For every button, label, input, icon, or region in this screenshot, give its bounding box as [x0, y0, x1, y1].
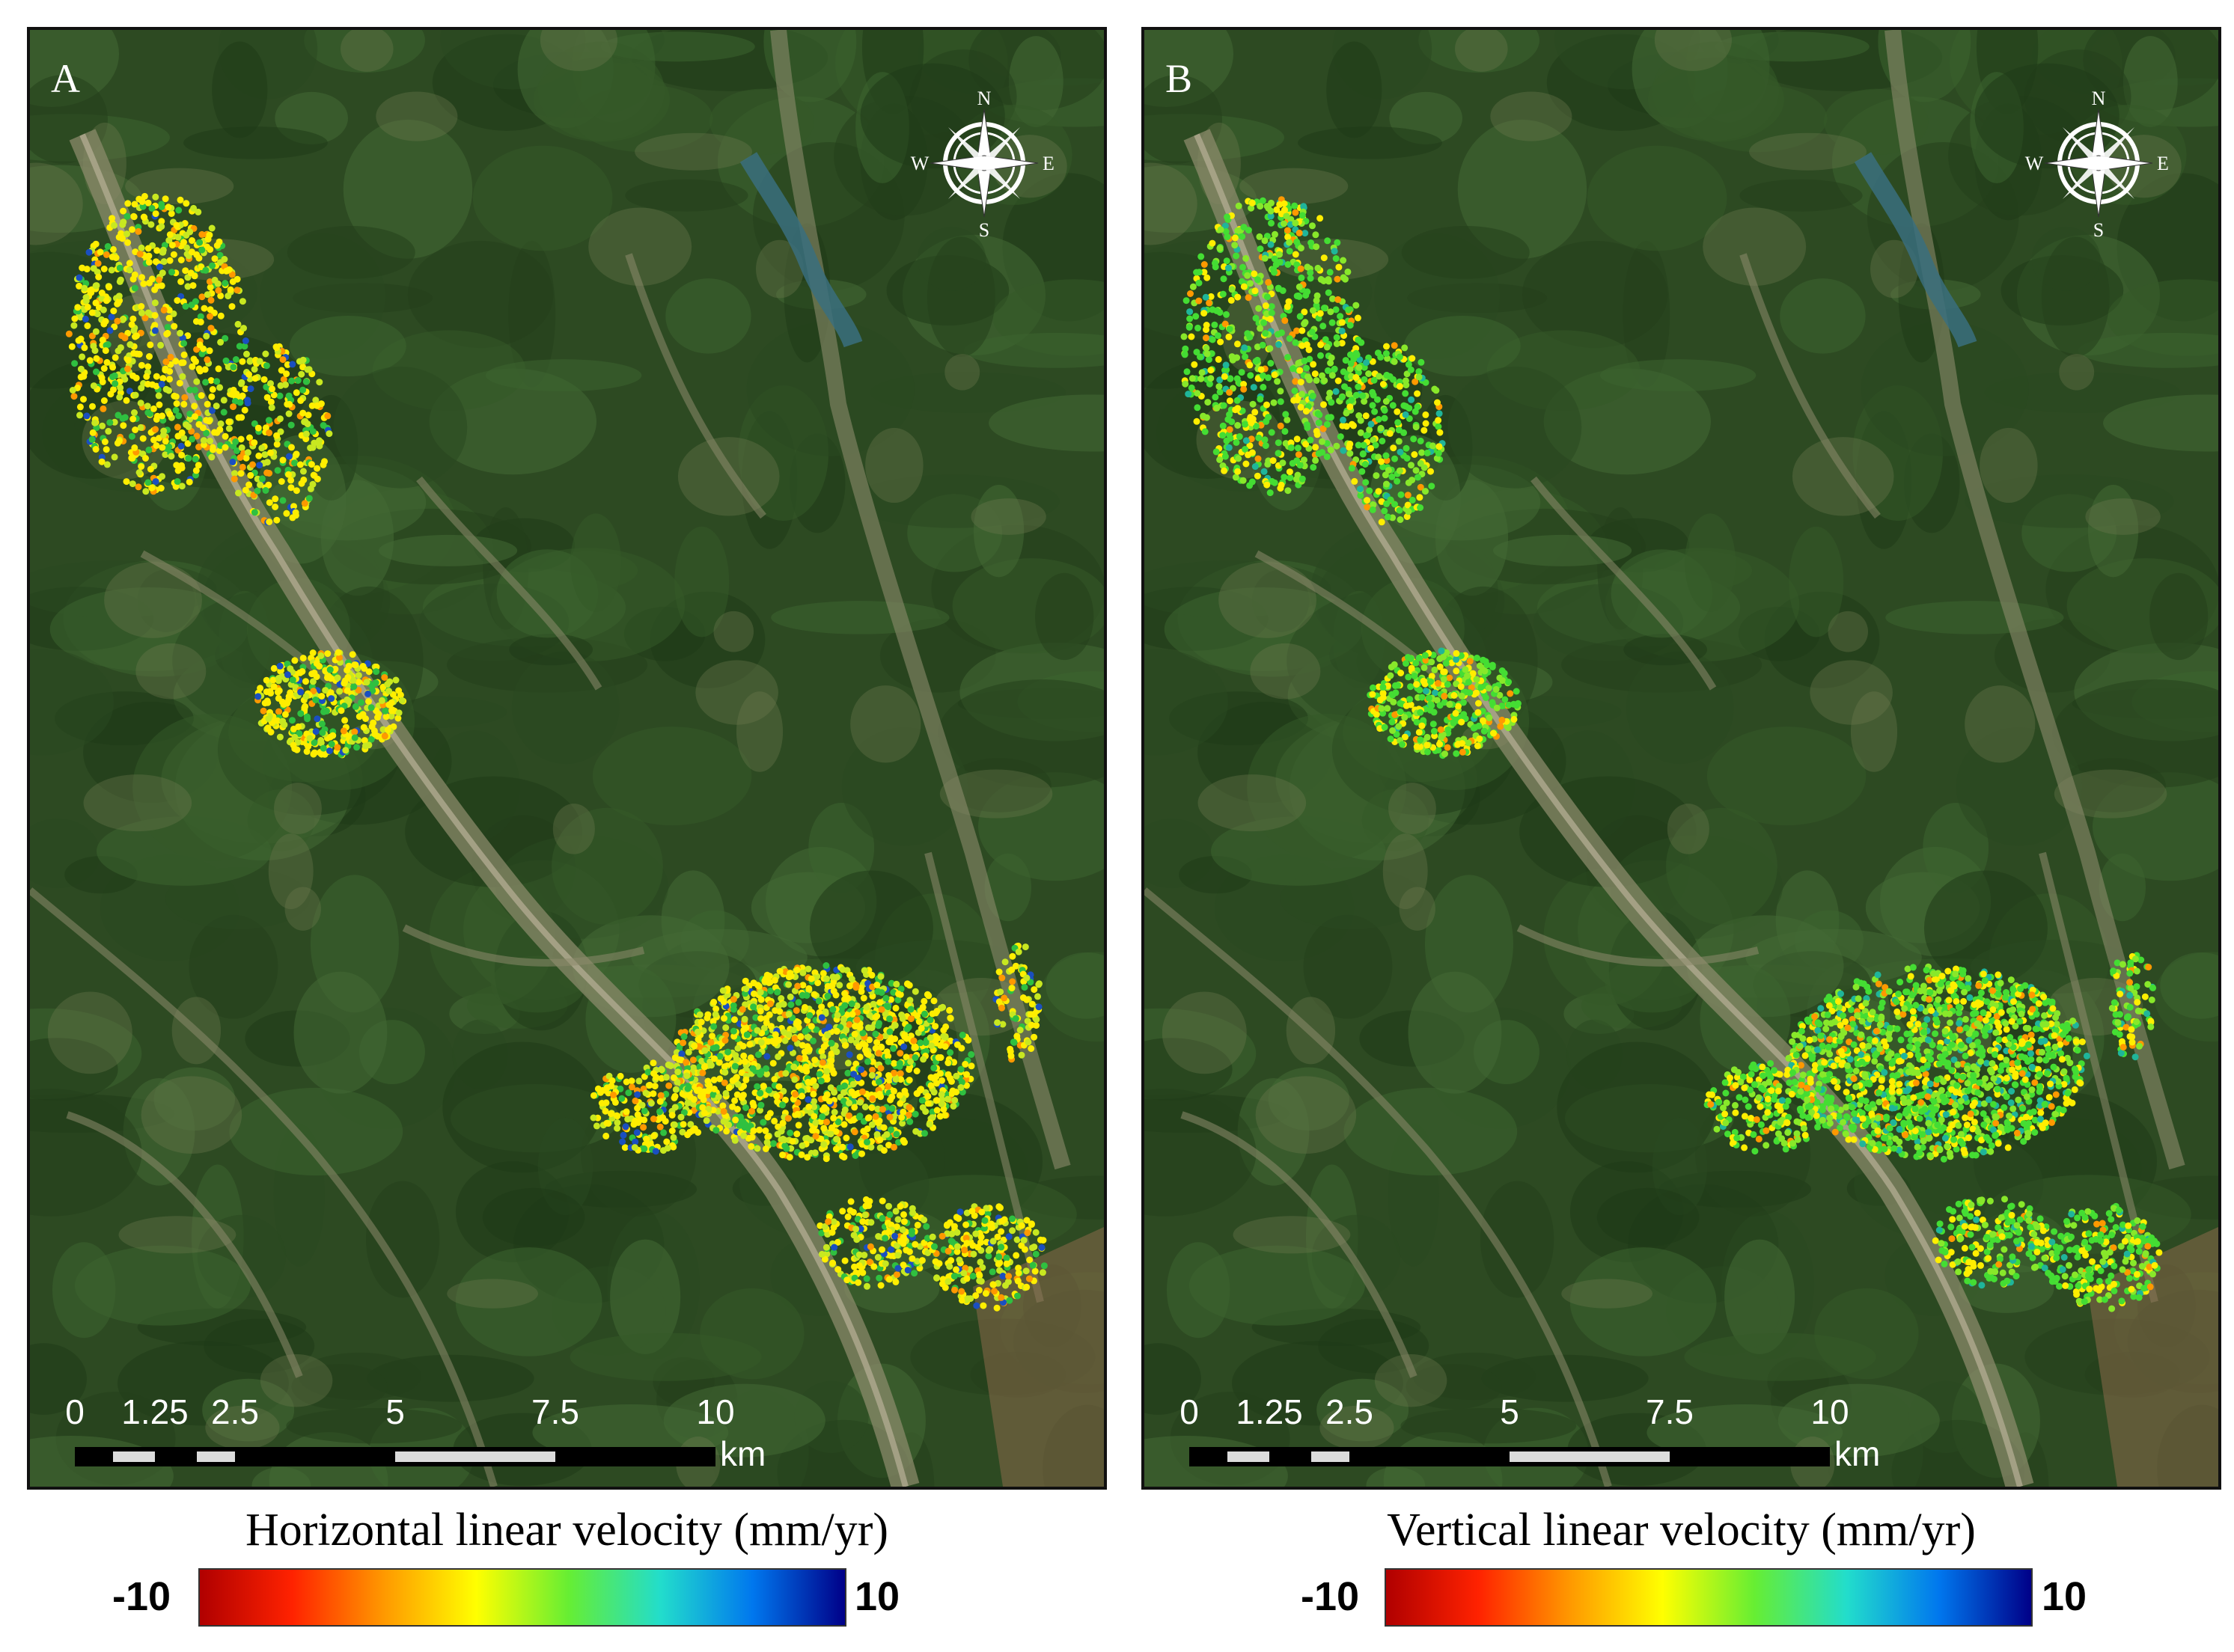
scale-tick-label: 5 [385, 1392, 405, 1431]
scale-segment [1310, 1451, 1349, 1462]
scale-bar-graphic [75, 1447, 715, 1466]
compass-rose-icon: N S E W [909, 88, 1059, 241]
compass-s: S [979, 219, 989, 238]
compass-w: W [911, 153, 930, 174]
compass-s: S [2093, 219, 2104, 238]
colorbar-min-label: -10 [1301, 1574, 1360, 1619]
panel-label: B [1165, 56, 1193, 101]
scale-unit: km [720, 1434, 766, 1473]
colorbar-max-label: 10 [855, 1574, 900, 1619]
scale-bar: 0 1.25 2.5 5 7.5 10 km [1179, 1392, 1938, 1474]
scale-segment [395, 1451, 555, 1462]
scale-unit: km [1834, 1434, 1881, 1473]
compass-rose-icon: N S E W [2024, 88, 2173, 241]
colorbar-min-label: -10 [112, 1574, 171, 1619]
legend-title-vertical: Vertical linear velocity (mm/yr) [1387, 1505, 1976, 1555]
compass-n: N [977, 88, 992, 109]
scale-tick-label: 0 [1179, 1392, 1199, 1431]
scale-segment [113, 1451, 155, 1462]
scale-tick-label: 1.25 [1236, 1392, 1303, 1431]
map-panel-a: A N S E W 0 1.25 2.5 5 7.5 10 km [27, 27, 1107, 1490]
legend-title-horizontal: Horizontal linear velocity (mm/yr) [245, 1505, 889, 1555]
colorbar-horizontal [198, 1568, 846, 1627]
scale-bar: 0 1.25 2.5 5 7.5 10 km [65, 1392, 823, 1474]
scale-tick-label: 7.5 [531, 1392, 579, 1431]
scale-bar-graphic [1189, 1447, 1830, 1466]
colorbar-max-label: 10 [2042, 1574, 2087, 1619]
scale-tick-label: 2.5 [211, 1392, 259, 1431]
scale-tick-label: 7.5 [1646, 1392, 1694, 1431]
compass-e: E [1043, 153, 1055, 174]
satellite-basemap-b [1144, 30, 2218, 1487]
scale-tick-label: 2.5 [1325, 1392, 1373, 1431]
panel-label: A [51, 56, 80, 101]
scale-tick-label: 10 [1810, 1392, 1849, 1431]
compass-w: W [2025, 153, 2044, 174]
scale-tick-label: 5 [1500, 1392, 1519, 1431]
scale-tick-label: 10 [696, 1392, 735, 1431]
compass-n: N [2092, 88, 2106, 109]
satellite-basemap-a [30, 30, 1104, 1487]
scale-segment [1510, 1451, 1670, 1462]
map-panel-b: B N S E W 0 1.25 2.5 5 7.5 10 km [1141, 27, 2221, 1490]
scale-segment [1227, 1451, 1269, 1462]
colorbar-vertical [1385, 1568, 2033, 1627]
compass-e: E [2157, 153, 2169, 174]
scale-segment [196, 1451, 235, 1462]
scale-tick-label: 1.25 [121, 1392, 189, 1431]
scale-tick-label: 0 [65, 1392, 85, 1431]
